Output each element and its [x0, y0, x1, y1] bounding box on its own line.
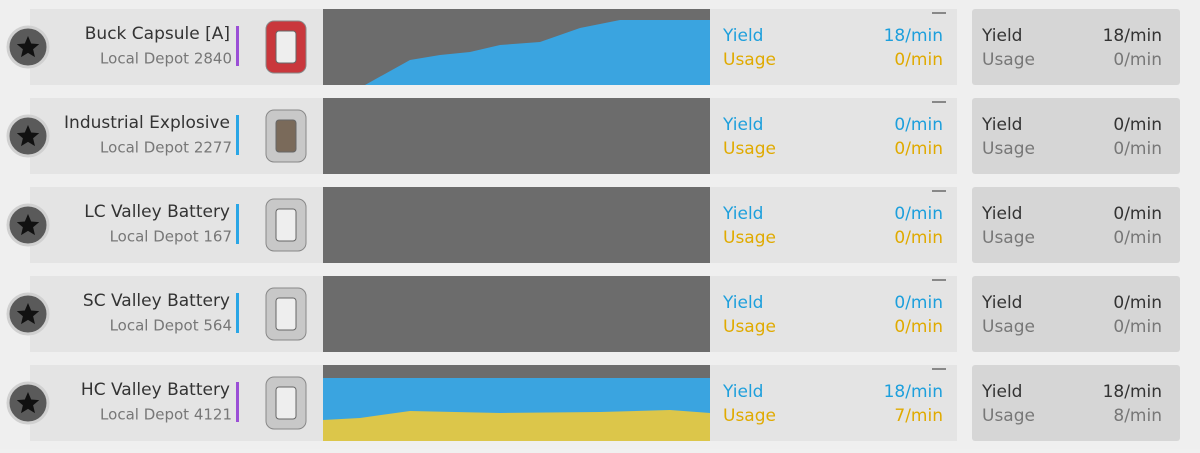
accent-bar — [236, 115, 239, 155]
usage-value: 0/min — [894, 50, 943, 70]
graph-bg — [323, 276, 710, 352]
side-usage-value: 0/min — [1113, 50, 1162, 70]
row[interactable]: Industrial Explosive Local Depot 2277 Yiel… — [6, 98, 1180, 174]
side-usage-value: 0/min — [1113, 139, 1162, 159]
side-yield-label: Yield — [981, 204, 1022, 224]
yield-value: 0/min — [894, 115, 943, 135]
side-panel — [972, 9, 1180, 85]
accent-bar — [236, 26, 239, 66]
side-usage-label: Usage — [982, 317, 1035, 337]
rate-panel — [710, 276, 957, 352]
item-icon-detail — [275, 119, 297, 153]
rate-panel — [710, 365, 957, 441]
side-panel — [972, 187, 1180, 263]
row[interactable]: LC Valley Battery Local Depot 167 Yield 0/m… — [6, 187, 1180, 263]
usage-value: 0/min — [894, 228, 943, 248]
item-icon-detail — [275, 386, 297, 420]
star-icon — [16, 392, 40, 414]
side-usage-label: Usage — [982, 139, 1035, 159]
item-name: Industrial Explosive — [64, 113, 230, 133]
side-usage-label: Usage — [982, 50, 1035, 70]
side-usage-value: 8/min — [1113, 406, 1162, 426]
side-yield-value: 18/min — [1103, 382, 1162, 402]
depot-name: Local Depot 167 — [110, 228, 232, 246]
side-usage-label: Usage — [982, 406, 1035, 426]
item-name: SC Valley Battery — [83, 291, 230, 311]
side-usage-value: 0/min — [1113, 317, 1162, 337]
side-yield-value: 0/min — [1113, 204, 1162, 224]
usage-label: Usage — [723, 406, 776, 426]
side-yield-label: Yield — [981, 293, 1022, 313]
row[interactable]: SC Valley Battery Local Depot 564 Yield 0/m… — [6, 276, 1180, 352]
panel-mark — [932, 190, 946, 192]
yield-label: Yield — [722, 204, 763, 224]
panel-mark — [932, 101, 946, 103]
side-yield-label: Yield — [981, 382, 1022, 402]
depot-name: Local Depot 2277 — [100, 139, 232, 157]
graph-bg — [323, 187, 710, 263]
item-name: Buck Capsule [A] — [85, 24, 230, 44]
usage-value: 7/min — [894, 406, 943, 426]
usage-label: Usage — [723, 317, 776, 337]
yield-area — [365, 20, 710, 85]
side-panel — [972, 365, 1180, 441]
usage-label: Usage — [723, 228, 776, 248]
side-yield-label: Yield — [981, 115, 1022, 135]
usage-value: 0/min — [894, 317, 943, 337]
item-icon-detail — [275, 30, 297, 64]
item-name: HC Valley Battery — [81, 380, 230, 400]
yield-label: Yield — [722, 115, 763, 135]
row[interactable]: HC Valley Battery Local Depot 4121 Yield 18… — [6, 365, 1180, 441]
panel-mark — [932, 12, 946, 14]
star-icon — [16, 125, 40, 147]
star-icon — [16, 214, 40, 236]
yield-label: Yield — [722, 26, 763, 46]
accent-bar — [236, 382, 239, 422]
item-icon-detail — [275, 208, 297, 242]
side-panel — [972, 276, 1180, 352]
yield-value: 18/min — [884, 382, 943, 402]
panel-mark — [932, 368, 946, 370]
rate-panel — [710, 187, 957, 263]
side-panel — [972, 98, 1180, 174]
rate-panel — [710, 9, 957, 85]
side-yield-label: Yield — [981, 26, 1022, 46]
depot-name: Local Depot 564 — [110, 317, 232, 335]
item-icon-detail — [275, 297, 297, 331]
graph-bg — [323, 98, 710, 174]
usage-value: 0/min — [894, 139, 943, 159]
row[interactable]: Buck Capsule [A] Local Depot 2840 Yield 18/… — [6, 9, 1180, 85]
accent-bar — [236, 204, 239, 244]
yield-label: Yield — [722, 293, 763, 313]
yield-label: Yield — [722, 382, 763, 402]
side-usage-value: 0/min — [1113, 228, 1162, 248]
side-yield-value: 18/min — [1103, 26, 1162, 46]
accent-bar — [236, 293, 239, 333]
usage-label: Usage — [723, 50, 776, 70]
item-name: LC Valley Battery — [84, 202, 230, 222]
star-icon — [16, 36, 40, 58]
usage-area — [323, 410, 710, 441]
yield-value: 0/min — [894, 293, 943, 313]
depot-name: Local Depot 4121 — [100, 406, 232, 424]
star-icon — [16, 303, 40, 325]
side-yield-value: 0/min — [1113, 115, 1162, 135]
rate-panel — [710, 98, 957, 174]
depot-name: Local Depot 2840 — [100, 50, 232, 68]
panel-mark — [932, 279, 946, 281]
yield-value: 18/min — [884, 26, 943, 46]
usage-label: Usage — [723, 139, 776, 159]
side-yield-value: 0/min — [1113, 293, 1162, 313]
yield-value: 0/min — [894, 204, 943, 224]
side-usage-label: Usage — [982, 228, 1035, 248]
